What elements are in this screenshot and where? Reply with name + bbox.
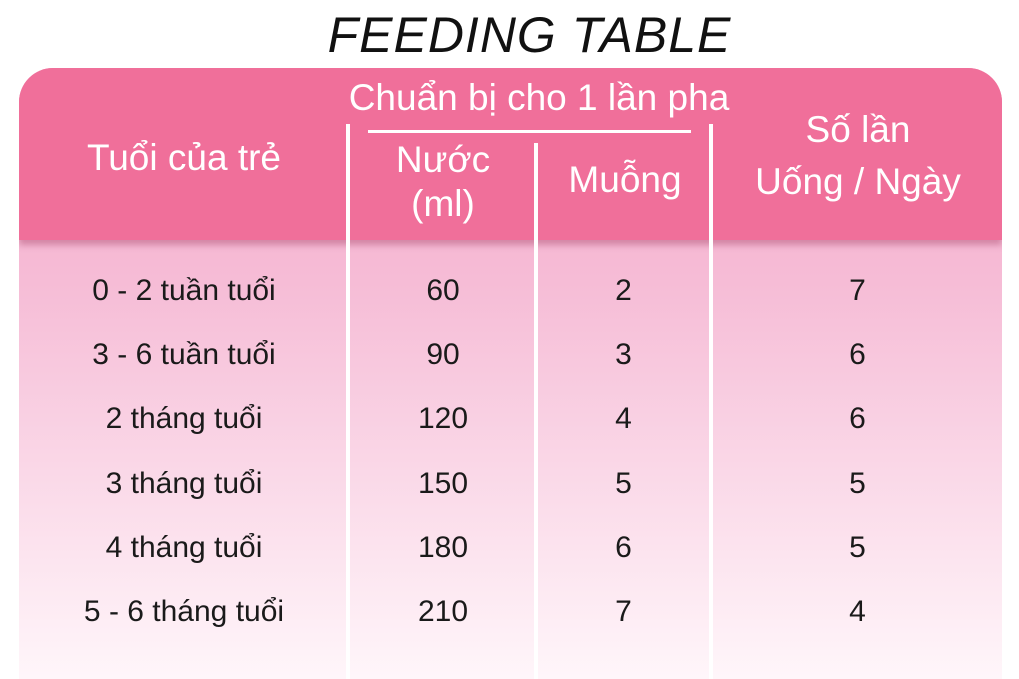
header-times-line1: Số lần — [805, 109, 911, 150]
column-divider — [709, 124, 713, 679]
cell-age: 3 - 6 tuần tuổi — [92, 338, 276, 371]
column-divider — [346, 124, 350, 679]
header-water-unit: (ml) — [411, 183, 475, 224]
cell-water: 210 — [417, 595, 469, 628]
cell-water: 120 — [417, 402, 469, 435]
cell-age: 3 tháng tuổi — [105, 467, 263, 500]
cell-times: 7 — [849, 274, 866, 307]
cell-times: 6 — [849, 402, 866, 435]
header-water: Nước (ml) — [350, 138, 536, 226]
feeding-table: Tuổi của trẻ Chuẩn bị cho 1 lần pha Nước… — [19, 68, 1002, 679]
column-divider — [534, 143, 538, 679]
cell-times: 5 — [849, 467, 866, 500]
cell-spoons: 4 — [615, 402, 632, 435]
cell-times: 4 — [849, 595, 866, 628]
cell-water: 60 — [426, 274, 460, 307]
table-header — [19, 68, 1002, 240]
header-times: Số lần Uống / Ngày — [714, 108, 1002, 204]
cell-water: 180 — [417, 531, 469, 564]
cell-spoons: 6 — [615, 531, 632, 564]
cell-water: 90 — [426, 338, 460, 371]
header-spoons: Muỗng — [568, 159, 682, 200]
cell-spoons: 3 — [615, 338, 632, 371]
cell-age: 2 tháng tuổi — [105, 402, 263, 435]
cell-spoons: 7 — [615, 595, 632, 628]
cell-water: 150 — [417, 467, 469, 500]
cell-times: 5 — [849, 531, 866, 564]
header-age: Tuổi của trẻ — [87, 137, 281, 178]
cell-age: 4 tháng tuổi — [105, 531, 263, 564]
cell-spoons: 5 — [615, 467, 632, 500]
group-underline — [368, 130, 691, 133]
header-water-label: Nước — [395, 139, 491, 180]
header-group: Chuẩn bị cho 1 lần pha — [348, 77, 730, 118]
header-times-line2: Uống / Ngày — [755, 161, 961, 202]
cell-spoons: 2 — [615, 274, 632, 307]
cell-age: 5 - 6 tháng tuổi — [83, 595, 285, 628]
cell-times: 6 — [849, 338, 866, 371]
cell-age: 0 - 2 tuần tuổi — [92, 274, 276, 307]
page-title: FEEDING TABLE — [327, 7, 732, 63]
